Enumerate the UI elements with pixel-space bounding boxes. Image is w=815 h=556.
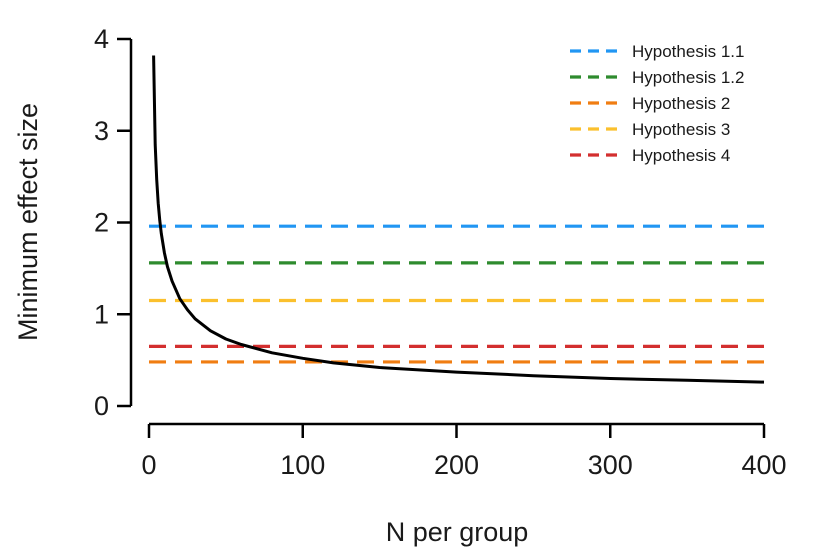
legend-item: Hypothesis 4 xyxy=(570,146,730,165)
x-tick-label: 200 xyxy=(434,450,479,480)
y-axis-title: Minimum effect size xyxy=(13,103,43,341)
x-tick-label: 0 xyxy=(141,450,156,480)
y-tick-label: 3 xyxy=(94,116,109,146)
legend-label: Hypothesis 3 xyxy=(632,120,730,139)
y-tick-label: 2 xyxy=(94,208,109,238)
legend-item: Hypothesis 2 xyxy=(570,94,730,113)
legend-label: Hypothesis 2 xyxy=(632,94,730,113)
legend-label: Hypothesis 1.2 xyxy=(632,68,744,87)
legend: Hypothesis 1.1 Hypothesis 1.2 Hypothesis 2… xyxy=(570,42,744,165)
x-tick-label: 100 xyxy=(280,450,325,480)
curve-layer xyxy=(152,55,765,384)
legend-item: Hypothesis 1.1 xyxy=(570,42,744,61)
x-tick-label: 300 xyxy=(588,450,633,480)
legend-item: Hypothesis 3 xyxy=(570,120,730,139)
legend-item: Hypothesis 1.2 xyxy=(570,68,744,87)
y-tick-label: 4 xyxy=(94,24,109,54)
y-tick-label: 0 xyxy=(94,391,109,421)
axes: 0 1 2 3 4 0 100 200 300 400 xyxy=(94,24,787,480)
y-tick-label: 1 xyxy=(94,299,109,329)
effect-size-curve xyxy=(152,55,765,384)
legend-label: Hypothesis 1.1 xyxy=(632,42,744,61)
x-tick-label: 400 xyxy=(741,450,786,480)
hypothesis-lines xyxy=(149,224,764,364)
x-axis-title: N per group xyxy=(386,517,529,547)
legend-label: Hypothesis 4 xyxy=(632,146,730,165)
